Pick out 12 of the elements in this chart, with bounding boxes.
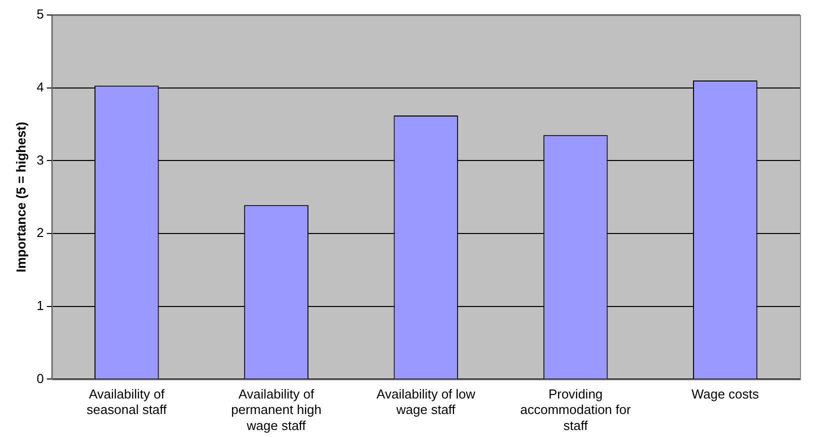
y-tick-label: 5 bbox=[36, 6, 44, 22]
x-tick-label: Providing accommodation for staff bbox=[520, 386, 632, 433]
y-axis-title: Importance (5 = highest) bbox=[13, 122, 28, 272]
x-tick-label: Availability of seasonal staff bbox=[86, 386, 168, 418]
x-tick-label: Availability of low wage staff bbox=[376, 386, 476, 418]
y-tick-label: 2 bbox=[36, 225, 44, 240]
y-tick-label: 4 bbox=[36, 79, 44, 94]
y-tick-label: 1 bbox=[36, 298, 44, 313]
y-tick-label: 3 bbox=[36, 152, 44, 168]
x-tick-label: Availability of permanent high wage staff bbox=[231, 386, 322, 433]
y-tick-label: 0 bbox=[36, 370, 44, 386]
x-tick-label: Wage costs bbox=[691, 386, 760, 402]
